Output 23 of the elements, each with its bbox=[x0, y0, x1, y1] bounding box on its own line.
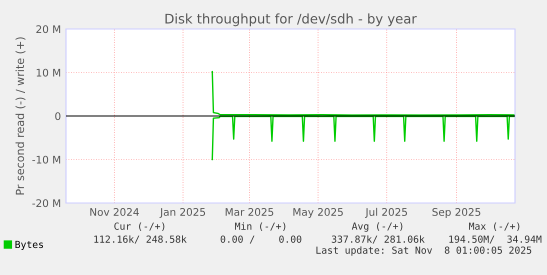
x-tick-label: Nov 2024 bbox=[90, 208, 139, 216]
text: 112.16k/ 248.58k bbox=[94, 235, 187, 244]
text: Avg (-/+) bbox=[352, 222, 402, 232]
text: 194.50M/ 34.94M bbox=[449, 235, 542, 244]
text: 337.87k/ 281.06k bbox=[332, 235, 425, 244]
y-tick-label: 10 M bbox=[36, 68, 60, 77]
x-tick-label: Sep 2025 bbox=[432, 208, 480, 218]
chart-title: Disk throughput for /dev/sdh - by year bbox=[166, 13, 417, 26]
text: Last update: Sat Nov 8 01:00:05 2025 bbox=[316, 246, 532, 256]
y-tick-label: 20 M bbox=[36, 25, 60, 34]
x-tick-label: Mar 2025 bbox=[226, 208, 274, 216]
y-tick-label: -20 M bbox=[32, 199, 60, 208]
x-tick-label: May 2025 bbox=[293, 208, 343, 218]
x-tick-label: Jan 2025 bbox=[160, 208, 206, 218]
y-tick-label: 0 bbox=[55, 112, 60, 120]
y-axis-title: Pr second read (-) / write (+) bbox=[16, 37, 26, 195]
text: Cur (-/+) bbox=[114, 222, 164, 231]
text: Min (-/+) bbox=[235, 222, 286, 231]
y-tick-label: -10 M bbox=[32, 156, 60, 164]
text: 0.00 / 0.00 bbox=[220, 235, 302, 244]
legend-label: Bytes bbox=[15, 240, 43, 250]
text: Max (-/+) bbox=[469, 222, 520, 231]
x-tick-label: Jul 2025 bbox=[364, 208, 407, 218]
